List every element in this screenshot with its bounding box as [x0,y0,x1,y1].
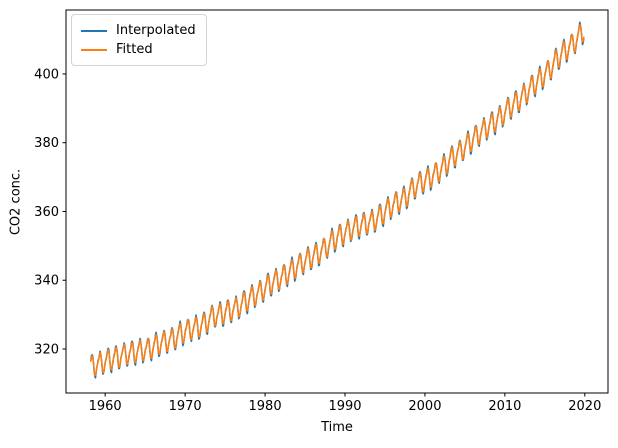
x-tick-label: 1960 [89,399,122,414]
y-tick-label: 320 [34,342,59,357]
legend-entry-fitted: Fitted [81,40,196,59]
x-axis-label: Time [321,420,353,435]
legend-label-fitted: Fitted [116,42,153,57]
series-line-interpolated [90,21,585,379]
legend-label-interpolated: Interpolated [116,23,196,38]
series-line-fitted [90,23,585,377]
legend: Interpolated Fitted [71,14,207,66]
legend-entry-interpolated: Interpolated [81,21,196,40]
x-tick-label: 2010 [488,399,521,414]
axes-spines [65,9,609,394]
y-axis-label: CO2 conc. [8,168,24,236]
x-tick-label: 1970 [169,399,202,414]
x-tick-label: 2000 [408,399,441,414]
x-tick-label: 1980 [249,399,282,414]
y-tick-label: 380 [34,136,59,151]
y-tick-label: 400 [34,67,59,82]
x-tick-label: 2020 [568,399,601,414]
y-tick-label: 360 [34,205,59,220]
fitted-line-swatch [81,48,107,51]
y-tick-label: 340 [34,274,59,289]
x-tick-label: 1990 [328,399,361,414]
interpolated-line-swatch [81,29,107,32]
